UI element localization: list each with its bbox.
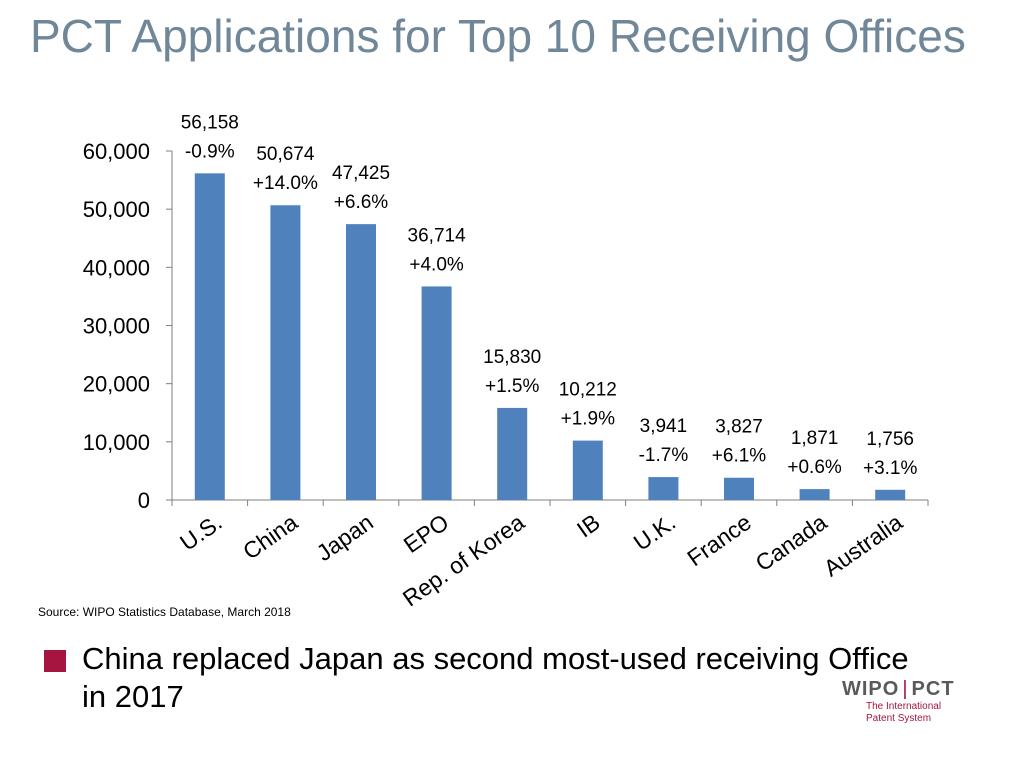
- value-label: 47,425: [332, 163, 390, 184]
- growth-label: +3.1%: [863, 458, 918, 479]
- growth-label: +14.0%: [253, 173, 318, 194]
- value-label: 15,830: [483, 347, 541, 368]
- wipo-pct-logo: WIPO | PCT The International Patent System: [842, 678, 982, 725]
- category-label: Japan: [312, 509, 378, 566]
- y-tick-label: 20,000: [83, 372, 150, 397]
- bar-4: [497, 407, 528, 500]
- bullet-square-icon: [44, 650, 66, 672]
- y-tick-label: 30,000: [83, 314, 150, 339]
- category-label: France: [682, 509, 756, 571]
- bar-8: [799, 489, 830, 500]
- logo-pct: PCT: [911, 678, 955, 700]
- bar-chart: 0 10,000 20,000 30,000 40,000 50,000 60,000 -0.…: [83, 112, 929, 611]
- logo-wipo: WIPO: [842, 678, 900, 700]
- logo-mark: WIPO | PCT: [842, 678, 955, 700]
- value-label: 36,714: [408, 225, 467, 246]
- bar-5: [572, 440, 603, 500]
- category-label: U.K.: [629, 509, 681, 556]
- growth-label: +6.6%: [334, 192, 389, 213]
- value-label: 56,158: [181, 112, 239, 133]
- value-label: 50,674: [256, 144, 315, 165]
- y-tick-label: 0: [138, 488, 150, 513]
- growth-label: -1.7%: [639, 445, 689, 466]
- category-label: Australia: [819, 509, 907, 582]
- source-note: Source: WIPO Statistics Database, March …: [38, 605, 291, 619]
- bar-3: [421, 286, 452, 500]
- bar-1: [270, 205, 301, 501]
- y-tick-label: 40,000: [83, 255, 150, 280]
- category-label: U.S.: [175, 509, 227, 556]
- bar-2: [346, 224, 376, 500]
- y-tick-label: 10,000: [83, 430, 150, 455]
- growth-label: -0.9%: [185, 141, 235, 162]
- category-label: IB: [572, 509, 605, 543]
- bar-7: [724, 477, 754, 500]
- bullet-text: China replaced Japan as second most-used…: [82, 641, 909, 714]
- growth-label: +4.0%: [409, 254, 464, 275]
- growth-label: +6.1%: [712, 446, 767, 467]
- bar-6: [648, 477, 679, 500]
- logo-subtitle: The International Patent System: [866, 701, 982, 725]
- growth-label: +0.6%: [787, 457, 842, 478]
- slide-title: PCT Applications for Top 10 Receiving Of…: [30, 10, 966, 62]
- logo-subtitle-line-2: Patent System: [866, 713, 932, 724]
- growth-label: +1.9%: [561, 409, 616, 430]
- bar-9: [875, 489, 906, 500]
- category-label: Canada: [751, 509, 832, 577]
- y-tick-label: 60,000: [83, 139, 150, 164]
- bar-0: [194, 173, 225, 500]
- value-label: 3,941: [640, 416, 688, 437]
- category-label: China: [238, 509, 302, 565]
- value-label: 1,871: [791, 428, 839, 449]
- value-label: 10,212: [559, 380, 617, 401]
- logo-subtitle-line-1: The International: [866, 701, 942, 712]
- category-label: EPO: [399, 509, 454, 558]
- value-label: 1,756: [866, 429, 914, 450]
- growth-label: +1.5%: [485, 376, 540, 397]
- y-tick-label: 50,000: [83, 197, 150, 222]
- value-label: 3,827: [715, 417, 763, 438]
